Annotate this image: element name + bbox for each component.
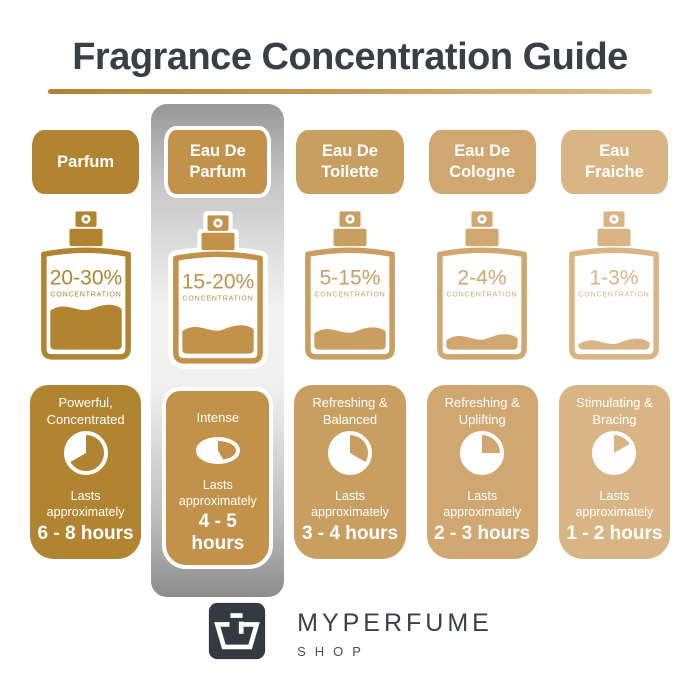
- concentration-label: CONCENTRATION: [447, 290, 518, 298]
- lasts-label: Lasts approximately: [46, 489, 125, 520]
- duration-value: 3 - 4 hours: [301, 522, 399, 544]
- liquid-fill: [182, 325, 254, 354]
- perfume-bottle: 5-15% CONCENTRATION: [295, 204, 405, 367]
- concentration-label: CONCENTRATION: [50, 290, 121, 298]
- concentration-value: 1-3%: [590, 267, 639, 290]
- bottle-cap: [69, 228, 103, 247]
- lasts-label: Lasts approximately: [443, 489, 522, 520]
- concentration-value: 5-15%: [320, 267, 381, 290]
- duration-value: 2 - 3 hours: [434, 522, 531, 544]
- liquid-fill: [314, 327, 386, 350]
- brand-logo-icon: [209, 602, 266, 660]
- character-label: Refreshing & Uplifting: [444, 395, 520, 427]
- duration-clock-icon: [195, 437, 240, 464]
- name-badge: Eau De Parfum: [164, 126, 272, 198]
- brand-sub: SHOP: [297, 644, 370, 659]
- fragrance-column-parfum: Parfum 20-30% CONCENTRATION Powerful, Co…: [26, 104, 145, 597]
- brand-text: MYPERFUME SHOP: [297, 601, 493, 659]
- character-label: Powerful, Concentrated: [46, 395, 125, 427]
- bottle-cap: [465, 228, 499, 247]
- concentration-value: 15-20%: [182, 271, 255, 294]
- bottle-cap: [333, 228, 367, 247]
- concentration-value: 20-30%: [49, 267, 122, 290]
- liquid-fill: [578, 338, 651, 350]
- concentration-value: 2-4%: [458, 267, 507, 290]
- name-badge: Eau Fraiche: [560, 130, 668, 194]
- lasts-label: Lasts approximately: [311, 489, 389, 520]
- bottle-body: [569, 247, 660, 360]
- title-underline: [48, 88, 652, 94]
- name-badge: Eau De Cologne: [428, 130, 536, 194]
- info-card: Intense Lasts approximately 4 - 5 hours: [162, 387, 274, 569]
- perfume-bottle-icon: 1-3% CONCENTRATION: [569, 211, 660, 360]
- perfume-bottle: 2-4% CONCENTRATION: [427, 204, 537, 367]
- lasts-label: Lasts approximately: [178, 477, 257, 508]
- concentration-label: CONCENTRATION: [579, 290, 650, 298]
- perfume-bottle-icon: 2-4% CONCENTRATION: [437, 211, 528, 360]
- concentration-label: CONCENTRATION: [314, 290, 385, 298]
- fragrance-column-eau-de-toilette: Eau De Toilette 5-15% CONCENTRATION Refr…: [290, 104, 409, 597]
- fragrance-column-eau-de-cologne: Eau De Cologne 2-4% CONCENTRATION Refres…: [423, 104, 542, 597]
- fragrance-column-eau-de-parfum: Eau De Parfum 15-20% CONCENTRATION: [151, 104, 285, 597]
- info-card: Stimulating & Bracing Lasts approximatel…: [558, 385, 670, 559]
- perfume-bottle-icon: 20-30% CONCENTRATION: [40, 211, 131, 360]
- info-card: Powerful, Concentrated Lasts approximate…: [30, 385, 142, 559]
- character-label: Stimulating & Bracing: [576, 395, 653, 427]
- brand-name: MYPERFUME: [297, 609, 493, 637]
- header: Fragrance Concentration Guide: [0, 0, 700, 94]
- perfume-bottle: 15-20% CONCENTRATION: [163, 208, 273, 371]
- bottle-body: [437, 247, 528, 360]
- character-label: Refreshing & Balanced: [312, 395, 388, 427]
- page-title: Fragrance Concentration Guide: [72, 36, 628, 78]
- bottle-cap: [201, 232, 235, 251]
- duration-value: 6 - 8 hours: [37, 522, 134, 544]
- columns-section: Parfum 20-30% CONCENTRATION Powerful, Co…: [26, 104, 674, 597]
- name-badge: Parfum: [32, 130, 140, 194]
- duration-clock-icon: [460, 431, 505, 475]
- liquid-fill: [446, 334, 518, 350]
- lasts-label: Lasts approximately: [575, 489, 654, 520]
- character-label: Intense: [196, 409, 240, 425]
- liquid-fill: [49, 304, 122, 350]
- duration-clock-icon: [63, 431, 108, 475]
- concentration-label: CONCENTRATION: [182, 294, 253, 302]
- name-badge: Eau De Toilette: [296, 130, 404, 194]
- duration-clock-icon: [327, 431, 372, 475]
- bottle-cap: [597, 228, 631, 247]
- perfume-bottle-icon: 15-20% CONCENTRATION: [167, 211, 268, 369]
- duration-clock-icon: [592, 431, 637, 475]
- perfume-bottle-icon: 5-15% CONCENTRATION: [305, 211, 395, 360]
- info-card: Refreshing & Balanced Lasts approximatel…: [294, 385, 406, 559]
- fragrance-column-eau-fraiche: Eau Fraiche 1-3% CONCENTRATION Stimulati…: [555, 104, 674, 597]
- perfume-bottle: 20-30% CONCENTRATION: [31, 204, 141, 367]
- footer: MYPERFUME SHOP: [0, 601, 700, 661]
- duration-value: 4 - 5 hours: [191, 511, 245, 554]
- perfume-bottle: 1-3% CONCENTRATION: [559, 204, 669, 367]
- duration-value: 1 - 2 hours: [566, 522, 663, 544]
- info-card: Refreshing & Uplifting Lasts approximate…: [426, 385, 538, 559]
